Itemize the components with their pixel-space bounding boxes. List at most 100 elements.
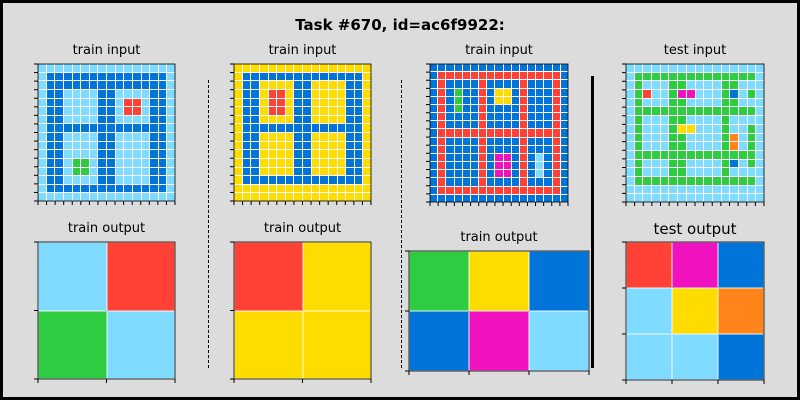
grid-cell (462, 153, 470, 162)
grid-cell (346, 89, 354, 98)
grid-cell (98, 133, 106, 141)
grid-cell (55, 81, 63, 89)
grid-cell (462, 80, 470, 88)
grid-cell (328, 133, 337, 141)
separator-dashed-1 (208, 80, 209, 368)
grid-cell (470, 96, 479, 104)
grid-cell (495, 137, 503, 145)
grid-cell (38, 184, 46, 193)
grid-cell (660, 98, 669, 107)
grid-cell (511, 170, 519, 178)
grid-cell (626, 150, 634, 159)
grid-cell (738, 81, 747, 90)
grid-cell (747, 107, 756, 116)
grid-cell (511, 129, 519, 137)
grid-cell (730, 107, 738, 116)
grid-cell (242, 141, 251, 150)
grid-cell (544, 64, 552, 72)
grid-cell (511, 178, 519, 186)
grid-cell (89, 176, 98, 184)
grid-cell (363, 72, 371, 81)
grid-cell (552, 113, 560, 121)
grid-cell (560, 72, 568, 80)
grid-cell (277, 141, 285, 150)
grid-cell (303, 115, 311, 124)
grid-cell (167, 150, 175, 158)
grid-cell (643, 116, 652, 124)
grid-cell (730, 124, 738, 133)
grid-cell (63, 124, 72, 132)
grid-cell (158, 150, 167, 158)
grid-cell (678, 159, 686, 168)
grid-cell (311, 158, 320, 167)
grid-cell (511, 194, 519, 202)
grid-cell (479, 104, 487, 113)
grid-cell (81, 72, 89, 81)
grid-cell (552, 96, 560, 104)
grid-cell (454, 113, 462, 121)
grid-cell (747, 98, 756, 107)
grid-cell (479, 129, 487, 137)
grid-cell (251, 81, 259, 89)
grid-cell (454, 80, 462, 88)
grid-cell (669, 107, 678, 116)
grid-cell (251, 184, 259, 193)
grid-cell (462, 162, 470, 170)
grid-cell (536, 178, 544, 186)
grid-cell (695, 72, 704, 81)
grid-cell (242, 89, 251, 98)
grid-cell (158, 98, 167, 107)
grid-cell (495, 186, 503, 194)
grid-cell (55, 150, 63, 158)
grid-cell (560, 186, 568, 194)
grid-cell (495, 104, 503, 113)
grid-cell (686, 72, 695, 81)
grid-cell (686, 133, 695, 142)
grid-cell (660, 116, 669, 124)
grid-cell (756, 133, 764, 142)
grid-cell (285, 176, 294, 184)
grid-cell (438, 170, 446, 178)
grid-cell (536, 113, 544, 121)
grid-cell (328, 176, 337, 184)
grid-cell (285, 115, 294, 124)
grid-cell (46, 184, 55, 193)
grid-cell (552, 88, 560, 96)
grid-cell (38, 150, 46, 158)
grid-cell (251, 107, 259, 115)
grid-cell (132, 98, 141, 107)
grid-cell (669, 176, 678, 185)
grid-cell (89, 124, 98, 132)
grid-cell (81, 98, 89, 107)
grid-cell (487, 96, 495, 104)
grid-cell (519, 162, 528, 170)
grid-cell (234, 176, 242, 184)
grid-cell (712, 116, 721, 124)
grid-cell (634, 107, 643, 116)
grid-cell (669, 116, 678, 124)
grid-cell (89, 158, 98, 167)
grid-cell (643, 64, 652, 72)
grid-cell (536, 88, 544, 96)
grid-cell (503, 178, 511, 186)
grid-cell (311, 176, 320, 184)
grid-cell (536, 194, 544, 202)
grid-cell (652, 72, 660, 81)
grid-cell (268, 107, 277, 115)
grid-cell (626, 242, 672, 288)
grid-cell (46, 89, 55, 98)
grid-cell (354, 133, 363, 141)
grid-cell (81, 150, 89, 158)
grid-cell (38, 141, 46, 150)
grid-cell (487, 113, 495, 121)
grid-cell (251, 193, 259, 201)
grid-cell (46, 141, 55, 150)
grid-cell (346, 193, 354, 201)
grid-cell (756, 64, 764, 72)
grid-cell (242, 176, 251, 184)
grid-cell (560, 80, 568, 88)
grid-cell (430, 162, 438, 170)
grid-cell (560, 64, 568, 72)
grid-cell (141, 115, 150, 124)
grid-cell (519, 194, 528, 202)
